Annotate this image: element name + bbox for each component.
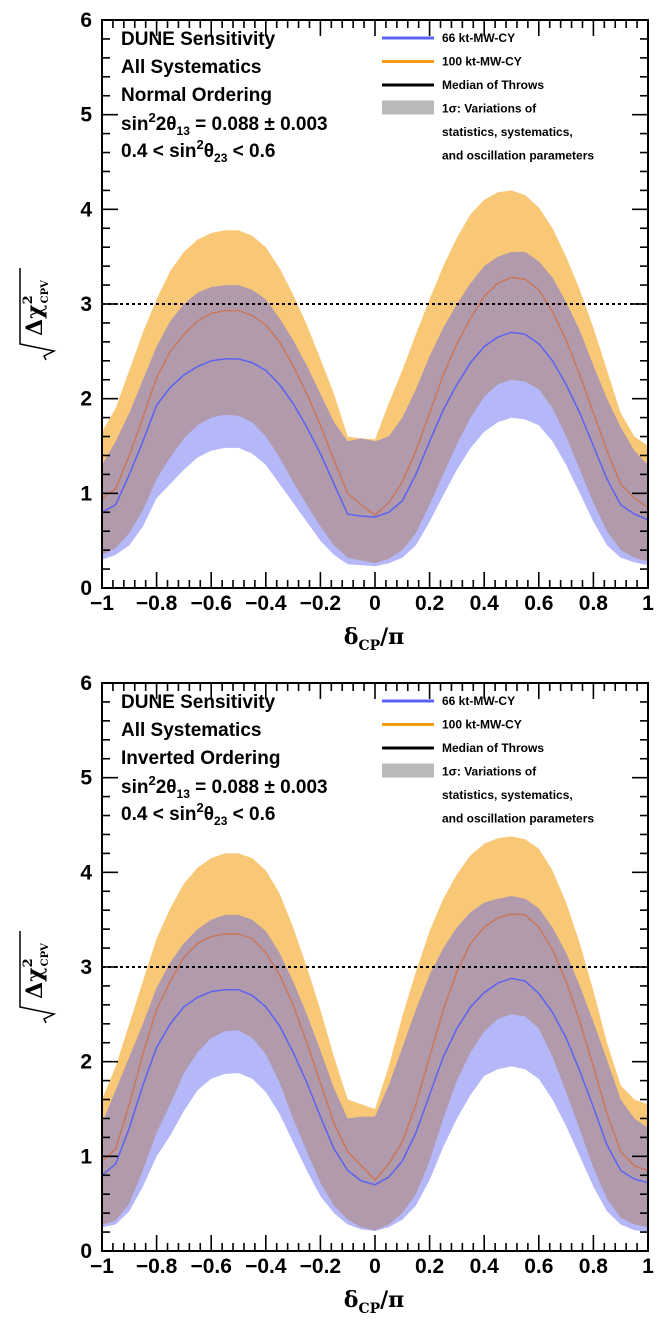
legend-label: 1σ: Variations of [442, 765, 537, 779]
annotation-3: Normal Ordering [121, 85, 272, 106]
y-tick-label: 5 [80, 767, 92, 790]
legend-label: 100 kt-MW-CY [442, 55, 522, 69]
legend-label: 1σ: Variations of [442, 102, 537, 116]
y-axis-label-text: Δχ2 CPV [21, 280, 51, 336]
y-tick-label: 1 [80, 482, 92, 505]
x-tick-label: 1 [642, 1255, 654, 1278]
legend: 66 kt-MW-CY 100 kt-MW-CY Median of Throws 1… [382, 694, 594, 826]
legend-swatch-box [382, 763, 434, 778]
median-line-100-kt-mw-cy [102, 913, 648, 1182]
annotation-5: 0.4 < sin2θ23 < 0.6 [121, 800, 275, 828]
x-tick-label: 0.4 [470, 1255, 500, 1278]
x-tick-label: 0.6 [524, 1255, 553, 1278]
y-tick-label: 3 [80, 956, 92, 979]
sqrt-symbol [19, 931, 57, 1024]
y-axis-label: Δχ2 CPV [19, 931, 57, 1024]
annotation-2: All Systematics [121, 57, 261, 78]
x-tick-label: 0.2 [415, 592, 444, 615]
x-tick-label: 0 [369, 592, 381, 615]
annotation-4: sin22θ13 = 0.088 ± 0.003 [121, 773, 328, 801]
x-tick-label: −0.8 [136, 1255, 178, 1278]
legend-label: 66 kt-MW-CY [442, 31, 515, 45]
legend: 66 kt-MW-CY 100 kt-MW-CY Median of Throws 1… [382, 31, 594, 163]
y-tick-label: 1 [80, 1145, 92, 1168]
annotation-5: 0.4 < sin2θ23 < 0.6 [121, 137, 275, 165]
x-tick-label: −1 [90, 592, 114, 615]
band-100-kt-mw-cy [102, 190, 648, 564]
x-tick-label: −0.2 [300, 592, 341, 615]
plot-area [102, 190, 648, 567]
band-66-kt-mw-cy [102, 896, 648, 1233]
y-axis-label-text: Δχ2 CPV [21, 943, 51, 999]
x-tick-label: 0.6 [524, 592, 553, 615]
legend-label: Median of Throws [442, 78, 544, 92]
y-tick-label: 0 [80, 1240, 92, 1263]
legend-label: statistics, systematics, [442, 125, 573, 139]
annotation-1: DUNE Sensitivity [121, 692, 276, 713]
legend-label: 66 kt-MW-CY [442, 694, 515, 708]
sqrt-symbol [19, 268, 57, 361]
chart-panel-1: −1 −0.8 −0.6 −0.4 −0.2 0 0.2 0.4 0.6 0.8 1 0 1 2 3 4 5 6 δ… [19, 9, 654, 654]
y-tick-label: 6 [80, 9, 92, 32]
chart-panel-2: −1 −0.8 −0.6 −0.4 −0.2 0 0.2 0.4 0.6 0.8 1 0 1 2 3 4 5 6 δ… [19, 672, 654, 1317]
y-tick-label: 5 [80, 104, 92, 127]
x-tick-label: 1 [642, 592, 654, 615]
median-line-66-kt-mw-cy [102, 977, 648, 1186]
annotation-4: sin22θ13 = 0.088 ± 0.003 [121, 110, 328, 138]
x-tick-label: −0.6 [190, 1255, 231, 1278]
annotation-2: All Systematics [121, 720, 261, 741]
y-axis-label: Δχ2 CPV [19, 268, 57, 361]
legend-label: 100 kt-MW-CY [442, 718, 522, 732]
band-100-kt-mw-cy [102, 836, 648, 1231]
band-66-kt-mw-cy [102, 251, 648, 567]
legend-swatch-box [382, 100, 434, 115]
legend-label: and oscillation parameters [442, 812, 594, 826]
x-tick-label: 0 [369, 1255, 381, 1278]
x-tick-label: −0.8 [136, 592, 178, 615]
x-tick-label: 0.8 [579, 592, 609, 615]
median-line-100-kt-mw-cy [102, 276, 648, 517]
y-tick-label: 4 [80, 198, 92, 221]
x-tick-label: −0.4 [245, 592, 287, 615]
x-tick-label: 0.2 [415, 1255, 444, 1278]
y-tick-label: 2 [80, 388, 92, 411]
y-tick-label: 0 [80, 577, 92, 600]
legend-label: and oscillation parameters [442, 149, 594, 163]
x-axis-label: δCP/π [344, 1287, 405, 1317]
plot-area [102, 836, 648, 1233]
legend-label: statistics, systematics, [442, 788, 573, 802]
annotation-3: Inverted Ordering [121, 748, 280, 769]
x-tick-label: −0.4 [245, 1255, 287, 1278]
x-axis-label: δCP/π [344, 624, 405, 654]
y-tick-label: 4 [80, 861, 92, 884]
x-tick-label: −0.2 [300, 1255, 341, 1278]
annotation-1: DUNE Sensitivity [121, 29, 276, 50]
y-tick-label: 6 [80, 672, 92, 695]
x-tick-label: 0.8 [579, 1255, 609, 1278]
median-line-66-kt-mw-cy [102, 331, 648, 521]
x-tick-label: −0.6 [190, 592, 231, 615]
x-tick-label: −1 [90, 1255, 114, 1278]
x-tick-label: 0.4 [470, 592, 500, 615]
y-tick-label: 3 [80, 293, 92, 316]
y-tick-label: 2 [80, 1051, 92, 1074]
legend-label: Median of Throws [442, 741, 544, 755]
